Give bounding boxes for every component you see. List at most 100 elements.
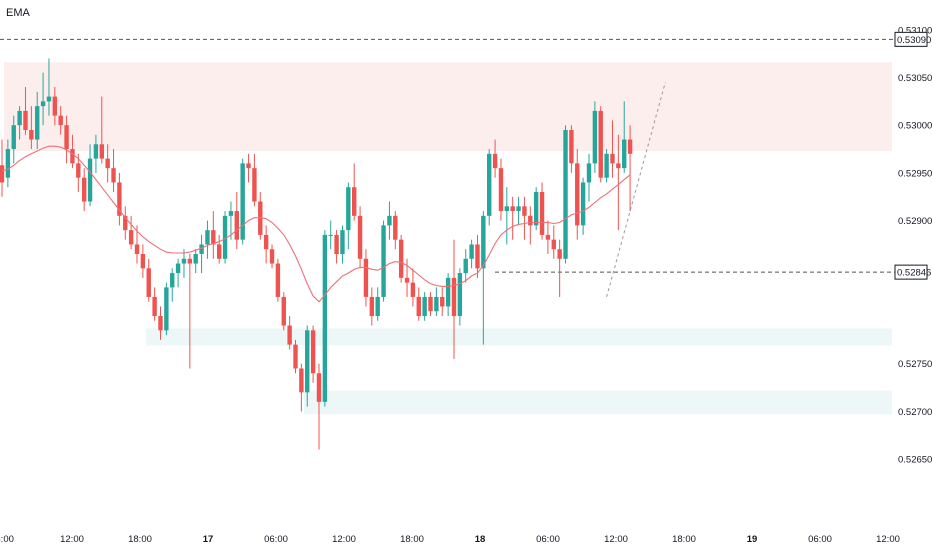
candle-body [475,244,480,269]
bear-candle [310,325,316,383]
bull-candle [93,134,99,173]
bear-candle [522,196,527,240]
supply-zone [4,62,892,151]
bear-candle [616,134,621,231]
candle-body [175,263,181,274]
bear-candle [158,306,163,340]
candle-body [563,129,568,259]
candle-body [316,373,322,402]
bear-candle [528,206,533,245]
candle-body [81,177,87,202]
candle-body [263,234,269,250]
bull-candle [580,177,586,235]
bear-candle [475,234,480,278]
bear-candle [263,225,269,264]
candle-body [299,368,304,393]
candle-body [40,101,46,107]
demand-zone [304,390,892,415]
price-label-text: 0.52846 [897,268,931,279]
candle-body [539,191,545,235]
time-axis: 06:00 12:00 18:00 17 06:00 12:00 18:00 18 06:00 1… [0,534,900,545]
candle-body [140,254,146,269]
candle-body [598,110,603,178]
candle-body [375,296,380,317]
time-tick-label: 12:00 [60,534,84,545]
bull-candle [35,91,40,150]
bear-candle [398,234,404,283]
bull-candle [175,258,181,288]
candle-body [487,153,492,216]
bull-candle [346,182,351,250]
bear-candle [52,87,58,126]
bull-candle [422,292,427,321]
candle-body [416,296,421,317]
bull-candle [445,273,451,317]
price-label-badge: 0.53090 [894,31,931,47]
candle-body [616,163,621,169]
bull-candle [375,287,380,321]
ema-layer [1,82,666,303]
bear-candle [363,249,369,307]
bull-candle [604,149,609,183]
candle-body [622,139,627,169]
bear-candle [252,153,257,207]
bear-candle [258,191,263,240]
candle-body [252,168,257,202]
bull-candle [592,101,598,173]
candle-body [387,215,392,226]
candle-body [117,182,122,216]
bear-candle [293,339,298,374]
price-tick-label: 0.52750 [898,359,932,370]
time-tick-label: 18:00 [128,534,152,545]
time-tick-label: 06:00 [536,534,560,545]
candle-body [275,263,281,297]
candle-body [310,330,316,374]
candle-body [528,215,533,226]
candle-body [187,258,193,264]
candle-body [128,230,134,245]
bear-candle [510,196,515,240]
candle-body [492,153,498,169]
bull-candle [533,187,539,231]
bear-candle [29,106,34,150]
candle-body [498,168,504,212]
bear-candle [146,258,151,302]
bear-candle [627,125,633,212]
candle-body [545,234,551,240]
bull-candle [457,268,463,326]
bear-candle [316,363,322,450]
candle-body [575,163,580,226]
time-tick-label: 12:00 [332,534,356,545]
bull-candle [199,234,204,274]
bear-candle [275,258,281,302]
time-tick-label: 18:00 [400,534,424,545]
candle-body [11,125,16,150]
bear-candle [410,268,416,307]
price-tick-label: 0.52700 [898,407,932,418]
candle-body [504,206,510,212]
candle-body [604,153,609,178]
candle-body [17,110,22,126]
bear-candle [58,106,63,135]
candle-body [322,234,328,402]
bear-candle [111,149,116,192]
ema-line [1,145,631,303]
bull-candle [481,211,486,345]
candle-body [340,230,345,254]
bull-candle [305,325,310,407]
candle-body [52,96,58,116]
candle-body [70,149,75,164]
candle-body [569,129,574,164]
bear-candle [352,163,357,221]
bull-candle [17,106,22,140]
bear-candle [246,153,251,183]
bear-candle [545,220,551,254]
candle-body [404,277,410,283]
time-tick-label: 06:00 [264,534,288,545]
time-tick-label: 12:00 [876,534,900,545]
candle-body [105,158,110,169]
price-tick-label: 0.52950 [898,168,932,179]
bull-candle [40,72,46,126]
